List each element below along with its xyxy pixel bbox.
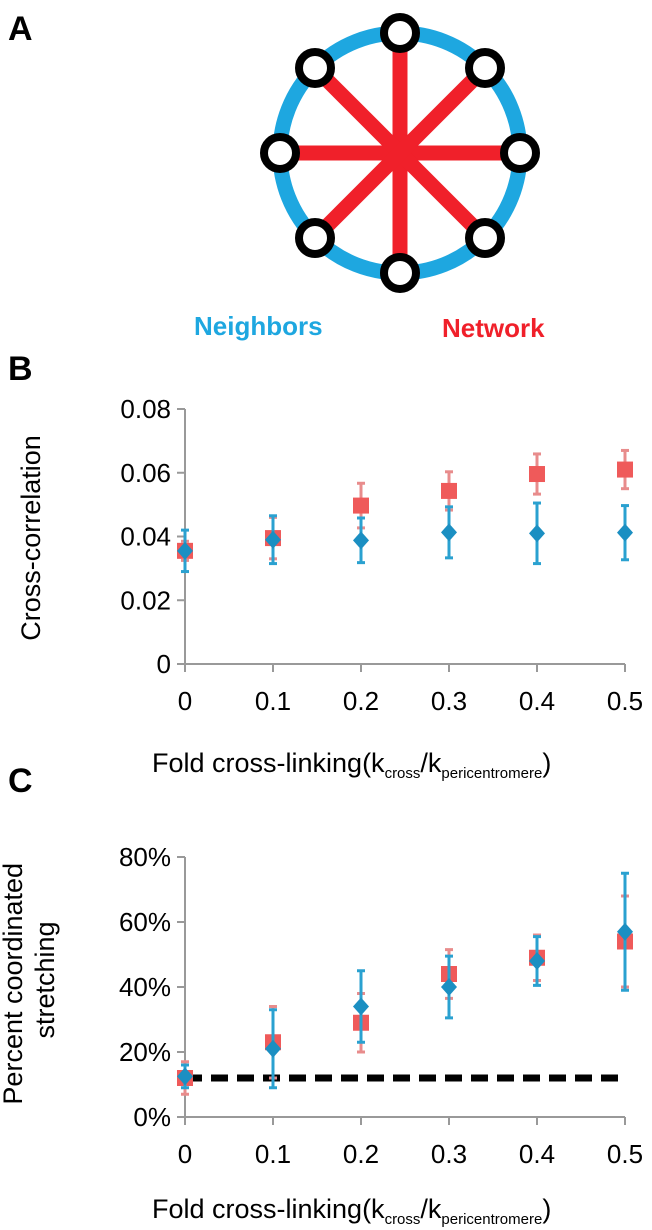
neighbors-point — [265, 530, 281, 549]
y-tick-label: 0.04 — [120, 522, 171, 552]
network-spokes — [280, 33, 520, 273]
x-tick-label: 0.5 — [607, 686, 643, 716]
network-point — [617, 933, 633, 950]
node — [295, 218, 335, 258]
x-tick-label: 0.1 — [255, 1139, 291, 1169]
neighbors-point — [177, 1067, 193, 1086]
neighbors-point — [617, 922, 633, 941]
x-tick-label: 0.2 — [343, 1139, 379, 1169]
chart-b-ylabel: Cross-correlation — [16, 435, 46, 641]
y-tick-label: 0 — [157, 649, 171, 679]
x-tick-label: 0.5 — [607, 1139, 643, 1169]
network-point — [529, 466, 545, 483]
network-point — [265, 530, 281, 547]
neighbors-point — [529, 524, 545, 543]
chart-c-axes: 0% 20% 40% 60% 80% 0 0.1 0.2 0.3 0.4 0.5 — [119, 842, 643, 1169]
network-point — [177, 1070, 193, 1086]
y-tick-label: 20% — [119, 1037, 171, 1067]
panel-label-c: C — [8, 762, 33, 800]
x-tick-label: 0.3 — [431, 1139, 467, 1169]
node — [380, 13, 420, 53]
network-point — [441, 966, 457, 982]
y-tick-label: 0% — [133, 1102, 171, 1132]
neighbors-label: Neighbors — [194, 311, 323, 341]
network-diagram: Neighbors Network — [194, 13, 545, 343]
y-tick-label: 40% — [119, 972, 171, 1002]
x-tick-label: 0 — [178, 1139, 192, 1169]
network-point — [177, 542, 193, 559]
y-tick-label: 80% — [119, 842, 171, 872]
node — [465, 48, 505, 88]
network-point — [353, 1014, 369, 1031]
chart-b-xlabel: Fold cross-linking(kcross/kpericentromer… — [152, 748, 551, 782]
neighbors-point — [441, 523, 457, 542]
x-tick-label: 0.4 — [519, 686, 555, 716]
x-tick-label: 0.1 — [255, 686, 291, 716]
chart-c-marks — [177, 871, 633, 1096]
y-tick-label: 0.08 — [120, 394, 171, 424]
neighbors-point — [441, 978, 457, 996]
neighbors-point — [353, 531, 369, 550]
chart-b-marks — [177, 448, 633, 574]
network-point — [617, 461, 633, 478]
y-tick-label: 0.02 — [120, 585, 171, 615]
panel-label-b: B — [8, 350, 33, 388]
node — [380, 253, 420, 293]
neighbors-point — [529, 952, 545, 970]
network-label: Network — [442, 313, 545, 343]
node — [465, 218, 505, 258]
network-point — [441, 482, 457, 499]
neighbors-point — [177, 541, 193, 560]
diagram-nodes — [260, 13, 540, 293]
neighbors-point — [617, 523, 633, 542]
network-point — [265, 1034, 281, 1051]
x-tick-label: 0 — [178, 686, 192, 716]
y-tick-label: 0.06 — [120, 458, 171, 488]
x-tick-label: 0.4 — [519, 1139, 555, 1169]
chart-c-ylabel: Percent coordinated stretching — [0, 855, 60, 1104]
node — [500, 133, 540, 173]
x-tick-label: 0.3 — [431, 686, 467, 716]
neighbors-point — [265, 1039, 281, 1058]
panel-label-a: A — [8, 10, 33, 48]
chart-c-xlabel: Fold cross-linking(kcross/kpericentromer… — [152, 1194, 551, 1228]
node — [260, 133, 300, 173]
neighbors-point — [353, 997, 369, 1016]
network-point — [353, 497, 369, 514]
y-tick-label: 60% — [119, 907, 171, 937]
network-point — [529, 949, 545, 966]
node — [295, 48, 335, 88]
x-tick-label: 0.2 — [343, 686, 379, 716]
chart-b-axes: 0 0.02 0.04 0.06 0.08 0 0.1 0.2 0.3 0.4 0.5 — [120, 394, 643, 716]
